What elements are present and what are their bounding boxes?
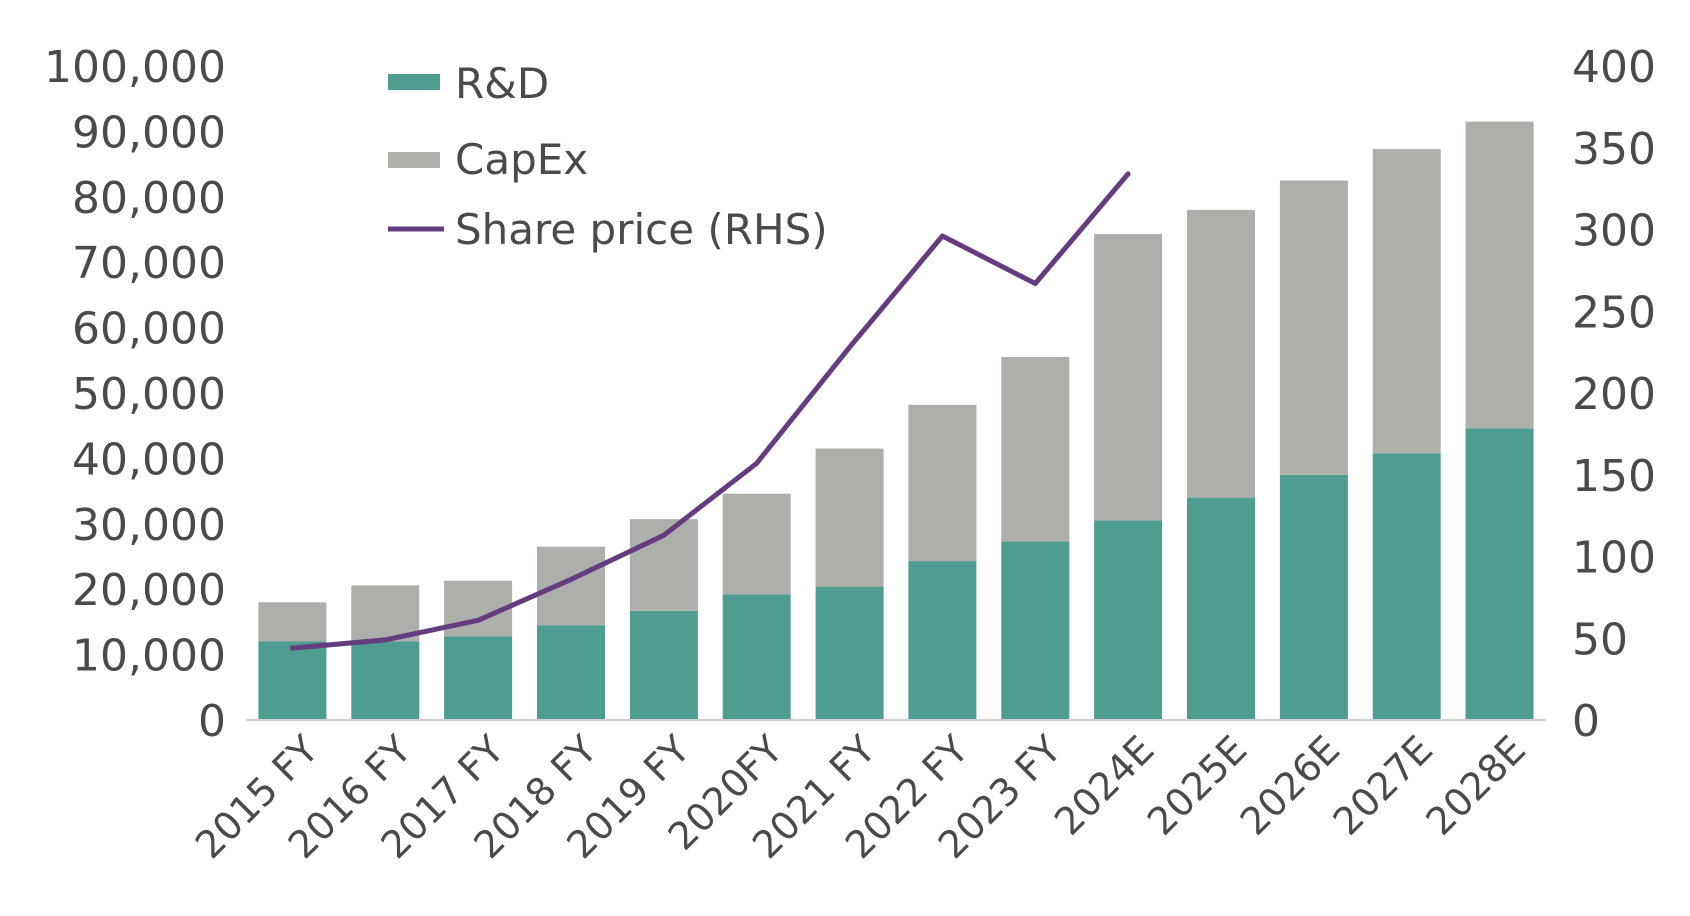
bar-rd-1 [351, 641, 420, 720]
bar-capex-13 [1465, 121, 1534, 429]
bar-rd-5 [722, 594, 791, 720]
legend-label-capex: CapEx [455, 135, 588, 184]
legend-swatch-capex [388, 152, 440, 168]
bar-rd-9 [1094, 520, 1163, 720]
bar-capex-1 [351, 585, 420, 642]
y-right-axis: 0 50 100 150 200 250 300 350 400 [1572, 42, 1656, 747]
bar-rd-3 [537, 625, 605, 720]
bar-rd-13 [1465, 428, 1534, 720]
y-right-tick-label: 100 [1572, 533, 1656, 584]
legend-label-rd: R&D [455, 59, 549, 108]
bar-capex-12 [1372, 149, 1441, 454]
y-left-tick-label: 80,000 [72, 173, 226, 224]
y-left-tick-label: 100,000 [44, 42, 226, 93]
bar-capex-0 [258, 602, 327, 642]
bar-rd-7 [908, 561, 977, 720]
legend-label-share-price: Share price (RHS) [455, 205, 828, 254]
y-left-tick-label: 40,000 [72, 434, 226, 485]
x-tick-label: 2024E [1046, 727, 1162, 843]
y-left-tick-label: 20,000 [72, 565, 226, 616]
bar-rd-12 [1372, 453, 1441, 720]
y-right-tick-label: 150 [1572, 451, 1656, 502]
legend-swatch-rd [388, 74, 440, 90]
legend: R&D CapEx Share price (RHS) [388, 59, 828, 254]
bar-rd-0 [258, 641, 327, 720]
line-layer [289, 171, 1131, 651]
bar-rd-11 [1279, 474, 1348, 721]
y-right-tick-label: 0 [1572, 696, 1600, 747]
bar-rd-8 [1001, 541, 1070, 720]
y-left-tick-label: 0 [198, 696, 226, 747]
bar-rd-6 [815, 586, 884, 720]
x-tick-label: 2025E [1139, 727, 1255, 843]
x-tick-label: 2028E [1417, 727, 1533, 843]
bar-capex-10 [1187, 209, 1255, 498]
y-left-tick-label: 70,000 [72, 238, 226, 289]
y-right-tick-label: 300 [1572, 206, 1656, 257]
y-left-tick-label: 90,000 [72, 107, 226, 158]
y-right-tick-label: 200 [1572, 369, 1656, 420]
x-tick-label: 2027E [1325, 727, 1441, 843]
y-left-tick-label: 30,000 [72, 500, 226, 551]
y-left-tick-label: 60,000 [72, 304, 226, 355]
y-right-tick-label: 400 [1572, 42, 1656, 93]
y-right-tick-label: 50 [1572, 614, 1628, 665]
bar-capex-8 [1001, 357, 1070, 542]
bar-rd-2 [444, 636, 513, 720]
y-left-tick-label: 50,000 [72, 369, 226, 420]
bar-rd-4 [629, 610, 698, 720]
share-price-line [289, 171, 1131, 651]
bar-rd-10 [1187, 497, 1255, 720]
bar-capex-9 [1094, 234, 1163, 521]
y-right-tick-label: 250 [1572, 287, 1656, 338]
bar-capex-7 [908, 404, 977, 562]
bars-layer [258, 121, 1534, 721]
bar-capex-5 [722, 493, 791, 595]
x-tick-label: 2026E [1232, 727, 1348, 843]
bar-capex-6 [815, 448, 884, 587]
bar-capex-11 [1279, 180, 1348, 475]
bar-capex-3 [537, 546, 605, 626]
y-right-tick-label: 350 [1572, 124, 1656, 175]
y-left-axis: 0 10,000 20,000 30,000 40,000 50,000 60,000 70,… [44, 42, 226, 747]
y-left-tick-label: 10,000 [72, 631, 226, 682]
